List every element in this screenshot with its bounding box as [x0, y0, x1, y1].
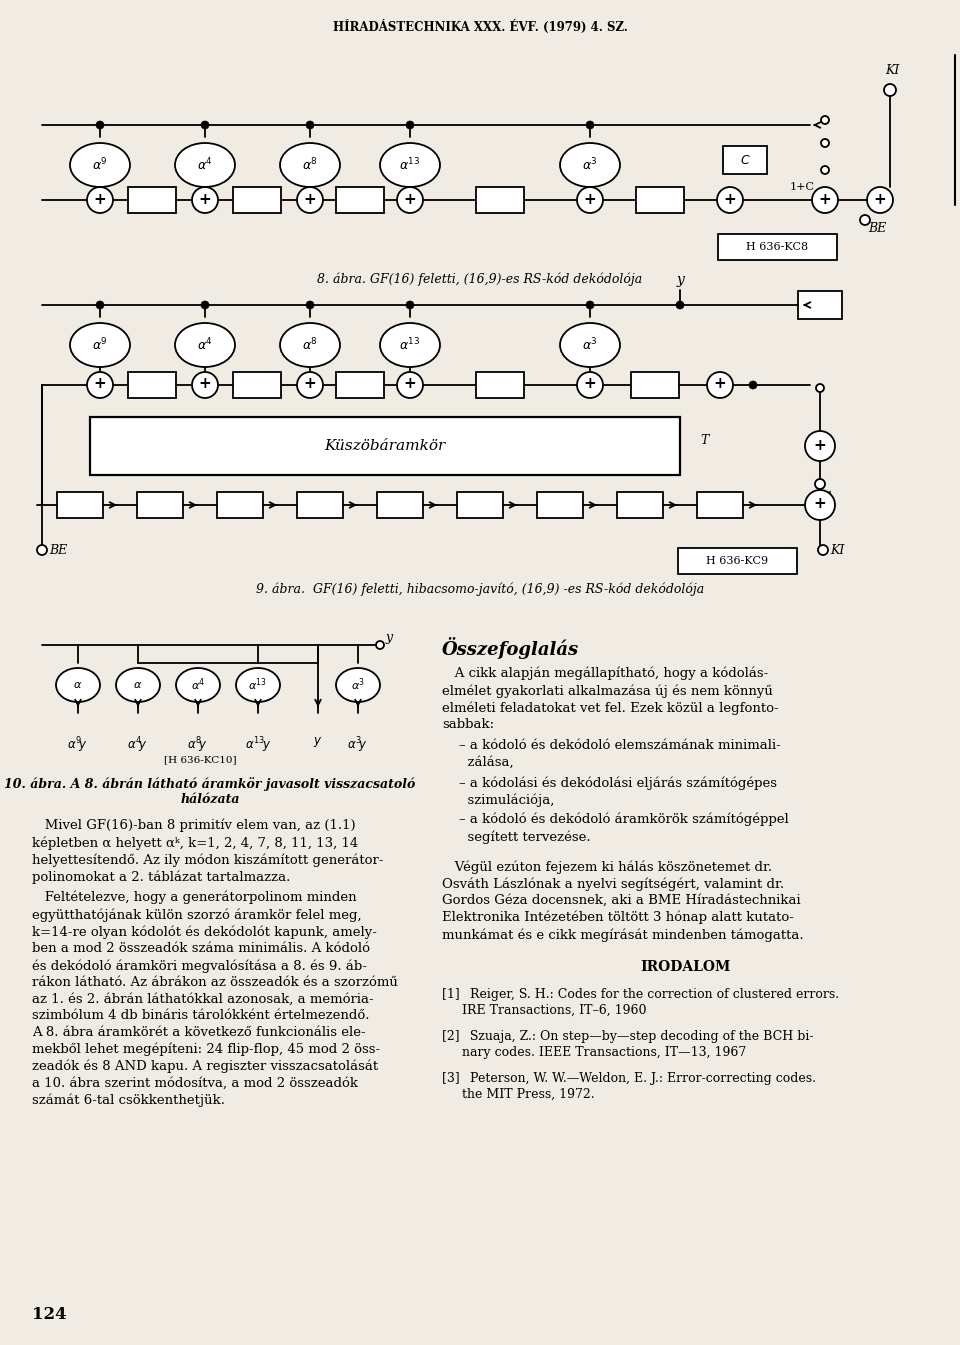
- Text: – a kódolási és dekódolási eljárás számítógépes
      szimulációja,: – a kódolási és dekódolási eljárás számí…: [442, 776, 777, 807]
- Text: [3]  Peterson, W. W.—Weldon, E. J.: Error-correcting codes.
     the MIT Press, : [3] Peterson, W. W.—Weldon, E. J.: Error…: [442, 1072, 816, 1102]
- Text: – a kódoló és dekódoló elemszámának minimali-
      zálása,: – a kódoló és dekódoló elemszámának mini…: [442, 738, 780, 768]
- Text: y: y: [385, 631, 392, 643]
- Bar: [233, 187, 281, 213]
- Text: +: +: [724, 191, 736, 207]
- Text: $\alpha^{13}$: $\alpha^{13}$: [399, 336, 420, 354]
- Text: $\alpha^3$: $\alpha^3$: [351, 677, 365, 693]
- Text: $\alpha^8$: $\alpha^8$: [302, 157, 318, 174]
- Text: +: +: [874, 191, 886, 207]
- Text: +: +: [199, 191, 211, 207]
- Text: $\alpha^4$: $\alpha^4$: [191, 677, 205, 693]
- Text: H 636-KC8: H 636-KC8: [746, 242, 808, 252]
- Circle shape: [821, 139, 829, 147]
- Text: 1+C: 1+C: [790, 182, 815, 192]
- Text: Feltételezve, hogy a generátorpolinom minden
együtthatójának külön szorzó áramkö: Feltételezve, hogy a generátorpolinom mi…: [32, 890, 397, 1107]
- Ellipse shape: [175, 143, 235, 187]
- Ellipse shape: [175, 323, 235, 367]
- Text: +: +: [303, 191, 317, 207]
- Circle shape: [884, 83, 896, 95]
- Bar: [57, 492, 103, 518]
- Bar: [336, 187, 384, 213]
- Text: A cikk alapján megállapítható, hogy a kódolás-
elmélet gyakorlati alkalmazása új: A cikk alapján megállapítható, hogy a kó…: [442, 667, 779, 732]
- Text: [1]  Reiger, S. H.: Codes for the correction of clustered errors.
     IRE Trans: [1] Reiger, S. H.: Codes for the correct…: [442, 989, 839, 1017]
- Circle shape: [812, 187, 838, 213]
- Circle shape: [397, 373, 423, 398]
- Circle shape: [37, 545, 47, 555]
- Text: Mivel GF(16)-ban 8 primitív elem van, az (1.1)
képletben α helyett αᵏ, k=1, 2, 4: Mivel GF(16)-ban 8 primitív elem van, az…: [32, 819, 383, 884]
- Text: $y$: $y$: [313, 734, 323, 749]
- Ellipse shape: [176, 668, 220, 702]
- Ellipse shape: [116, 668, 160, 702]
- Text: Összefoglalás: Összefoglalás: [442, 638, 579, 659]
- Circle shape: [306, 121, 314, 129]
- Circle shape: [821, 116, 829, 124]
- Text: T: T: [700, 434, 708, 448]
- Text: H 636-KC9: H 636-KC9: [706, 555, 768, 566]
- Text: 124: 124: [32, 1306, 66, 1323]
- Text: 1: 1: [825, 491, 833, 504]
- Bar: [457, 492, 503, 518]
- Ellipse shape: [70, 143, 130, 187]
- Text: $\alpha^4\!y$: $\alpha^4\!y$: [128, 734, 149, 755]
- Ellipse shape: [70, 323, 130, 367]
- Text: $\alpha^{13}$: $\alpha^{13}$: [249, 677, 268, 693]
- Circle shape: [586, 301, 594, 309]
- Ellipse shape: [560, 143, 620, 187]
- Bar: [128, 373, 176, 398]
- Text: $\alpha^3$: $\alpha^3$: [582, 157, 598, 174]
- Text: Végül ezúton fejezem ki hálás köszönetemet dr.
Osváth Lászlónak a nyelvi segítsé: Végül ezúton fejezem ki hálás köszönetem…: [442, 859, 804, 942]
- Bar: [631, 373, 679, 398]
- Circle shape: [406, 121, 414, 129]
- Circle shape: [586, 121, 594, 129]
- Text: $\alpha^8\!y$: $\alpha^8\!y$: [187, 734, 208, 755]
- Bar: [377, 492, 423, 518]
- Circle shape: [306, 301, 314, 309]
- Circle shape: [815, 479, 825, 490]
- Text: BE: BE: [49, 543, 67, 557]
- Circle shape: [297, 373, 323, 398]
- Ellipse shape: [280, 143, 340, 187]
- Bar: [217, 492, 263, 518]
- Text: +: +: [713, 377, 727, 391]
- Text: $\alpha$: $\alpha$: [73, 681, 83, 690]
- Circle shape: [577, 187, 603, 213]
- Text: IRODALOM: IRODALOM: [639, 960, 731, 974]
- Bar: [137, 492, 183, 518]
- Text: +: +: [94, 191, 107, 207]
- Bar: [233, 373, 281, 398]
- Circle shape: [87, 373, 113, 398]
- Text: [H 636-KC10]: [H 636-KC10]: [164, 755, 236, 764]
- Ellipse shape: [560, 323, 620, 367]
- Bar: [636, 187, 684, 213]
- Text: +: +: [584, 377, 596, 391]
- Circle shape: [87, 187, 113, 213]
- Text: +: +: [403, 377, 417, 391]
- Circle shape: [749, 381, 757, 389]
- Circle shape: [577, 373, 603, 398]
- Ellipse shape: [56, 668, 100, 702]
- Circle shape: [96, 301, 104, 309]
- Ellipse shape: [336, 668, 380, 702]
- Bar: [723, 147, 767, 174]
- Circle shape: [297, 187, 323, 213]
- Circle shape: [805, 430, 835, 461]
- Bar: [697, 492, 743, 518]
- Bar: [476, 187, 524, 213]
- Bar: [476, 373, 524, 398]
- Text: $\alpha^9\!y$: $\alpha^9\!y$: [67, 734, 88, 755]
- Text: Küszöbáramkör: Küszöbáramkör: [324, 438, 445, 453]
- Circle shape: [201, 301, 209, 309]
- Circle shape: [96, 121, 104, 129]
- Circle shape: [676, 301, 684, 309]
- Ellipse shape: [380, 143, 440, 187]
- Text: HÍRADÁSTECHNIKA XXX. ÉVF. (1979) 4. SZ.: HÍRADÁSTECHNIKA XXX. ÉVF. (1979) 4. SZ.: [332, 20, 628, 34]
- Text: +: +: [94, 377, 107, 391]
- Text: $\alpha^3\!y$: $\alpha^3\!y$: [348, 734, 369, 755]
- Text: y: y: [676, 273, 684, 286]
- Circle shape: [821, 165, 829, 174]
- Circle shape: [805, 490, 835, 521]
- Ellipse shape: [236, 668, 280, 702]
- Text: +: +: [814, 496, 827, 511]
- Circle shape: [397, 187, 423, 213]
- Bar: [798, 291, 842, 319]
